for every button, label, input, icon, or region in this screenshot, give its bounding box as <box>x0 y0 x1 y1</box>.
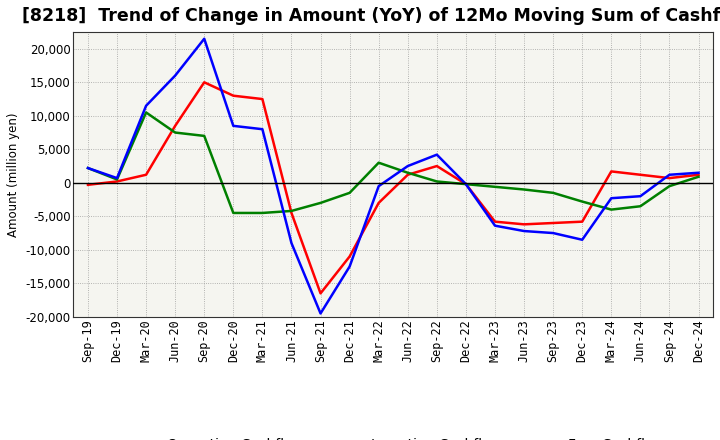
Investing Cashflow <box>462 182 470 187</box>
Operating Cashflow <box>520 222 528 227</box>
Operating Cashflow <box>490 219 499 224</box>
Investing Cashflow <box>316 200 325 205</box>
Free Cashflow <box>462 182 470 187</box>
Operating Cashflow <box>113 179 122 184</box>
Operating Cashflow <box>665 176 674 181</box>
Operating Cashflow <box>433 163 441 169</box>
Free Cashflow <box>346 264 354 269</box>
Operating Cashflow <box>316 291 325 296</box>
Investing Cashflow <box>346 190 354 195</box>
Y-axis label: Amount (million yen): Amount (million yen) <box>7 112 20 237</box>
Operating Cashflow <box>636 172 644 177</box>
Free Cashflow <box>636 194 644 199</box>
Investing Cashflow <box>636 204 644 209</box>
Free Cashflow <box>200 36 209 41</box>
Operating Cashflow <box>578 219 587 224</box>
Operating Cashflow <box>374 200 383 205</box>
Operating Cashflow <box>200 80 209 85</box>
Investing Cashflow <box>490 184 499 190</box>
Free Cashflow <box>171 73 179 78</box>
Free Cashflow <box>520 228 528 234</box>
Operating Cashflow <box>403 172 412 177</box>
Operating Cashflow <box>607 169 616 174</box>
Operating Cashflow <box>171 123 179 128</box>
Free Cashflow <box>578 237 587 242</box>
Free Cashflow <box>374 183 383 189</box>
Line: Free Cashflow: Free Cashflow <box>88 39 698 313</box>
Investing Cashflow <box>287 208 296 213</box>
Investing Cashflow <box>258 210 266 216</box>
Operating Cashflow <box>694 172 703 177</box>
Free Cashflow <box>316 311 325 316</box>
Operating Cashflow <box>549 220 557 226</box>
Operating Cashflow <box>142 172 150 177</box>
Investing Cashflow <box>200 133 209 139</box>
Free Cashflow <box>694 170 703 176</box>
Free Cashflow <box>665 172 674 177</box>
Investing Cashflow <box>403 170 412 176</box>
Free Cashflow <box>229 123 238 128</box>
Investing Cashflow <box>520 187 528 192</box>
Investing Cashflow <box>84 165 92 171</box>
Line: Investing Cashflow: Investing Cashflow <box>88 113 698 213</box>
Investing Cashflow <box>229 210 238 216</box>
Line: Operating Cashflow: Operating Cashflow <box>88 82 698 293</box>
Operating Cashflow <box>346 254 354 259</box>
Free Cashflow <box>113 176 122 181</box>
Operating Cashflow <box>287 210 296 216</box>
Free Cashflow <box>490 223 499 228</box>
Free Cashflow <box>258 127 266 132</box>
Investing Cashflow <box>171 130 179 135</box>
Operating Cashflow <box>258 96 266 102</box>
Investing Cashflow <box>142 110 150 115</box>
Free Cashflow <box>433 152 441 158</box>
Free Cashflow <box>607 195 616 201</box>
Operating Cashflow <box>229 93 238 99</box>
Title: [8218]  Trend of Change in Amount (YoY) of 12Mo Moving Sum of Cashflows: [8218] Trend of Change in Amount (YoY) o… <box>22 7 720 25</box>
Investing Cashflow <box>374 160 383 165</box>
Investing Cashflow <box>113 177 122 182</box>
Operating Cashflow <box>462 182 470 187</box>
Operating Cashflow <box>84 182 92 187</box>
Investing Cashflow <box>433 179 441 184</box>
Free Cashflow <box>142 103 150 108</box>
Investing Cashflow <box>549 190 557 195</box>
Investing Cashflow <box>694 174 703 180</box>
Legend: Operating Cashflow, Investing Cashflow, Free Cashflow: Operating Cashflow, Investing Cashflow, … <box>116 433 671 440</box>
Investing Cashflow <box>578 199 587 204</box>
Free Cashflow <box>84 165 92 171</box>
Free Cashflow <box>403 163 412 169</box>
Investing Cashflow <box>665 183 674 189</box>
Investing Cashflow <box>607 207 616 212</box>
Free Cashflow <box>549 231 557 236</box>
Free Cashflow <box>287 241 296 246</box>
